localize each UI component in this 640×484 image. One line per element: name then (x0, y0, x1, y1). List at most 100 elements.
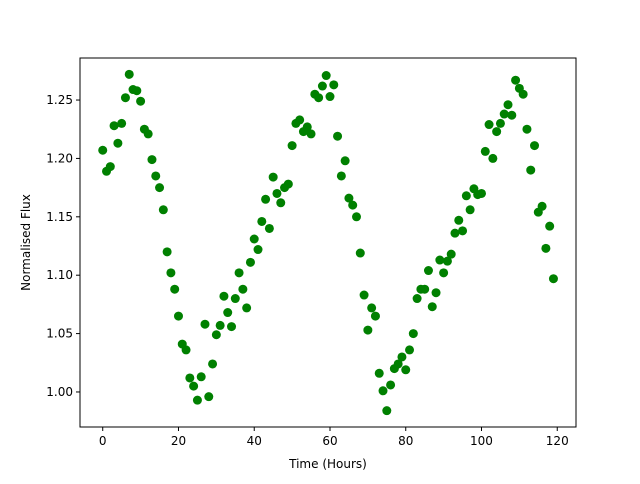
data-point (253, 245, 263, 255)
data-point (423, 266, 433, 276)
data-point (344, 193, 354, 203)
x-tick-label: 40 (247, 434, 262, 448)
data-point (283, 179, 293, 189)
data-point (155, 183, 165, 193)
data-point (435, 255, 445, 265)
data-point (120, 93, 130, 103)
data-point (264, 223, 274, 233)
data-point (314, 93, 324, 103)
data-point (427, 302, 437, 312)
data-point (367, 303, 377, 313)
data-point (113, 138, 123, 148)
data-point (321, 71, 331, 81)
data-point (329, 80, 339, 90)
data-point (370, 311, 380, 321)
data-point (499, 109, 509, 119)
data-point (302, 122, 312, 132)
data-point (272, 188, 282, 198)
data-point (325, 92, 335, 102)
y-tick-label: 1.05 (46, 327, 73, 341)
data-point (526, 165, 536, 175)
data-point (215, 320, 225, 330)
data-point (170, 284, 180, 294)
data-point (245, 257, 255, 267)
data-point (208, 359, 218, 369)
data-point (192, 395, 202, 405)
data-point (545, 221, 555, 231)
data-point (173, 311, 183, 321)
data-point (442, 256, 452, 266)
data-point (117, 118, 127, 128)
data-point (196, 372, 206, 382)
data-point (317, 81, 327, 91)
data-point (484, 120, 494, 130)
data-point (507, 110, 517, 120)
data-point (537, 201, 547, 211)
data-point (488, 153, 498, 163)
data-point (249, 234, 259, 244)
data-point (219, 291, 229, 301)
data-point (382, 406, 392, 416)
data-point (378, 386, 388, 396)
data-point (227, 322, 237, 332)
data-points (98, 69, 558, 416)
data-point (408, 329, 418, 339)
data-point (397, 352, 407, 362)
x-tick-label: 100 (470, 434, 493, 448)
data-point (98, 145, 108, 155)
data-point (541, 243, 551, 253)
data-point (530, 141, 540, 151)
data-point (204, 392, 214, 402)
y-axis-ticks: 1.00 1.05 1.10 1.15 1.20 1.25 (46, 93, 80, 399)
data-point (431, 288, 441, 298)
data-point (450, 228, 460, 238)
x-tick-label: 0 (99, 434, 107, 448)
x-axis-label: Time (Hours) (288, 457, 367, 471)
data-point (234, 268, 244, 278)
data-point (261, 194, 271, 204)
data-point (143, 129, 153, 139)
data-point (306, 129, 316, 139)
data-point (359, 290, 369, 300)
data-point (548, 274, 558, 284)
plot-frame (79, 57, 577, 428)
data-point (158, 205, 168, 215)
data-point (257, 216, 267, 226)
data-point (268, 172, 278, 182)
data-point (336, 171, 346, 181)
x-tick-label: 20 (171, 434, 186, 448)
data-point (465, 205, 475, 215)
data-point (401, 365, 411, 375)
data-point (200, 319, 210, 329)
data-point (393, 359, 403, 369)
data-point (439, 268, 449, 278)
data-point (511, 75, 521, 85)
plot-area (80, 58, 576, 427)
data-point (211, 330, 221, 340)
y-tick-label: 1.00 (46, 385, 73, 399)
data-point (136, 96, 146, 106)
data-point (386, 380, 396, 390)
data-point (340, 156, 350, 166)
data-point (151, 171, 161, 181)
data-point (181, 345, 191, 355)
data-point (446, 249, 456, 259)
data-point (405, 345, 415, 355)
data-point (223, 308, 233, 318)
data-point (458, 226, 468, 236)
data-point (287, 141, 297, 151)
y-tick-label: 1.10 (46, 268, 73, 282)
data-point (105, 162, 115, 172)
y-tick-label: 1.15 (46, 210, 73, 224)
data-point (185, 373, 195, 383)
x-tick-label: 60 (322, 434, 337, 448)
data-point (420, 284, 430, 294)
data-point (147, 155, 157, 165)
y-tick-label: 1.25 (46, 93, 73, 107)
data-point (109, 121, 119, 131)
data-point (461, 191, 471, 201)
data-point (238, 284, 248, 294)
data-point (124, 69, 134, 79)
